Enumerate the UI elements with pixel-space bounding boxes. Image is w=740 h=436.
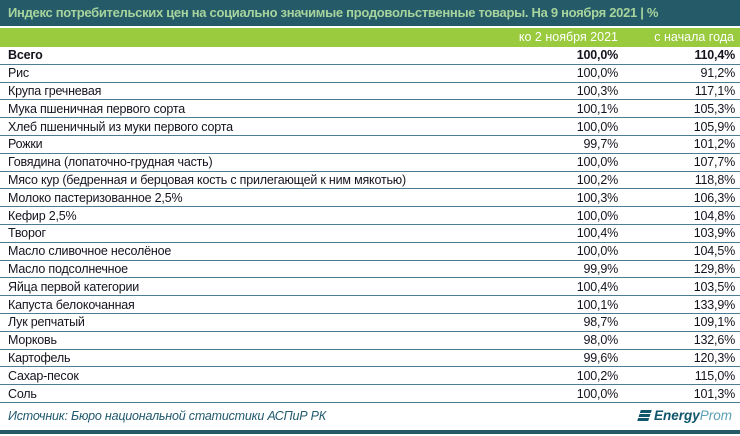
row-value-ytd: 101,3% [693, 386, 735, 401]
column-header-ytd: с начала года [654, 30, 734, 44]
price-index-table: Всего 100,0% 110,4% Рис 100,0% 91,2% Крупа гре… [0, 47, 740, 403]
row-label: Всего [8, 48, 43, 63]
row-value-ytd: 129,8% [693, 261, 735, 276]
row-value-week: 100,0% [576, 48, 618, 63]
row-value-ytd: 91,2% [700, 66, 736, 81]
row-value-ytd: 109,1% [693, 315, 735, 330]
column-header-bar: ко 2 ноября 2021 с начала года [0, 28, 740, 47]
row-value-ytd: 133,9% [693, 297, 735, 312]
row-value-week: 100,0% [576, 119, 618, 134]
table-row: Хлеб пшеничный из муки первого сорта 100,… [0, 118, 740, 136]
row-label: Рожки [8, 137, 43, 152]
table-row: Говядина (лопаточно-грудная часть) 100,0%… [0, 154, 740, 172]
row-value-week: 99,6% [583, 350, 619, 365]
footer: Источник: Бюро национальной статистики А… [0, 403, 740, 429]
row-label: Рис [8, 66, 29, 81]
row-value-ytd: 105,3% [693, 101, 735, 116]
table-row: Лук репчатый 98,7% 109,1% [0, 314, 740, 332]
table-row: Творог 100,4% 103,9% [0, 225, 740, 243]
table-row: Молоко пастеризованное 2,5% 100,3% 106,3% [0, 189, 740, 208]
energyprom-bars-icon [637, 410, 652, 422]
row-label: Мясо кур (бедренная и берцовая кость с п… [8, 172, 406, 187]
table-row: Рис 100,0% 91,2% [0, 65, 740, 83]
row-value-ytd: 104,8% [693, 208, 735, 223]
table-row: Сахар-песок 100,2% 115,0% [0, 367, 740, 386]
logo-text-prom: Prom [699, 408, 732, 424]
row-value-week: 100,4% [576, 279, 618, 294]
row-value-week: 100,4% [576, 226, 618, 241]
row-label: Яйца первой категории [8, 279, 140, 294]
table-row: Всего 100,0% 110,4% [0, 47, 740, 65]
row-value-ytd: 103,5% [693, 279, 735, 294]
row-value-week: 98,0% [583, 333, 619, 348]
row-value-week: 100,0% [576, 386, 618, 401]
bottom-accent-bar [0, 429, 740, 434]
row-value-week: 99,9% [583, 261, 619, 276]
table-row: Мука пшеничная первого сорта 100,1% 105,3% [0, 100, 740, 119]
table-row: Рожки 99,7% 101,2% [0, 136, 740, 154]
table-row: Кефир 2,5% 100,0% 104,8% [0, 207, 740, 225]
row-value-week: 99,7% [583, 137, 619, 152]
energyprom-logo: Energy Prom [637, 408, 732, 424]
row-value-ytd: 101,2% [693, 137, 735, 152]
row-value-week: 100,0% [576, 155, 618, 170]
row-label: Соль [8, 386, 37, 401]
row-value-week: 100,0% [576, 66, 618, 81]
column-header-week: ко 2 ноября 2021 [518, 30, 618, 44]
row-value-ytd: 103,9% [693, 226, 735, 241]
row-label: Масло подсолнечное [8, 261, 128, 276]
row-value-week: 100,0% [576, 244, 618, 259]
table-row: Картофель 99,6% 120,3% [0, 350, 740, 368]
row-label: Молоко пастеризованное 2,5% [8, 190, 183, 205]
table-row: Масло подсолнечное 99,9% 129,8% [0, 261, 740, 279]
row-label: Говядина (лопаточно-грудная часть) [8, 155, 213, 170]
row-label: Лук репчатый [8, 315, 85, 330]
row-label: Кефир 2,5% [8, 208, 77, 223]
row-label: Картофель [8, 350, 71, 365]
table-row: Морковь 98,0% 132,6% [0, 332, 740, 350]
row-value-week: 100,2% [576, 368, 618, 383]
row-value-week: 100,3% [576, 190, 618, 205]
row-value-ytd: 132,6% [693, 333, 735, 348]
row-value-week: 100,3% [576, 83, 618, 98]
row-value-week: 100,1% [576, 101, 618, 116]
row-value-week: 100,0% [576, 208, 618, 223]
page-title: Индекс потребительских цен на социально … [0, 0, 740, 26]
table-row: Яйца первой категории 100,4% 103,5% [0, 278, 740, 297]
row-label: Творог [8, 226, 46, 241]
row-label: Масло сливочное несолёное [8, 244, 172, 259]
row-label: Капуста белокочанная [8, 297, 135, 312]
row-value-ytd: 107,7% [693, 155, 735, 170]
row-value-ytd: 118,8% [694, 172, 735, 187]
table-row: Соль 100,0% 101,3% [0, 385, 740, 403]
row-value-week: 100,1% [576, 297, 618, 312]
row-value-week: 98,7% [583, 315, 619, 330]
row-label: Хлеб пшеничный из муки первого сорта [8, 119, 233, 134]
row-value-ytd: 110,4% [694, 48, 735, 63]
row-value-ytd: 117,1% [694, 83, 735, 98]
logo-text-energy: Energy [653, 408, 700, 424]
source-note: Источник: Бюро национальной статистики А… [8, 408, 326, 423]
row-value-ytd: 120,3% [693, 350, 735, 365]
table-row: Капуста белокочанная 100,1% 133,9% [0, 296, 740, 314]
row-value-ytd: 105,9% [693, 119, 735, 134]
table-row: Крупа гречневая 100,3% 117,1% [0, 83, 740, 101]
row-value-ytd: 104,5% [693, 244, 735, 259]
row-label: Сахар-песок [8, 368, 79, 383]
row-label: Мука пшеничная первого сорта [8, 101, 186, 116]
row-value-ytd: 106,3% [693, 190, 735, 205]
row-label: Морковь [8, 333, 57, 348]
table-row: Мясо кур (бедренная и берцовая кость с п… [0, 172, 740, 190]
row-value-ytd: 115,0% [694, 368, 735, 383]
row-label: Крупа гречневая [8, 83, 102, 98]
table-row: Масло сливочное несолёное 100,0% 104,5% [0, 243, 740, 261]
row-value-week: 100,2% [576, 172, 618, 187]
